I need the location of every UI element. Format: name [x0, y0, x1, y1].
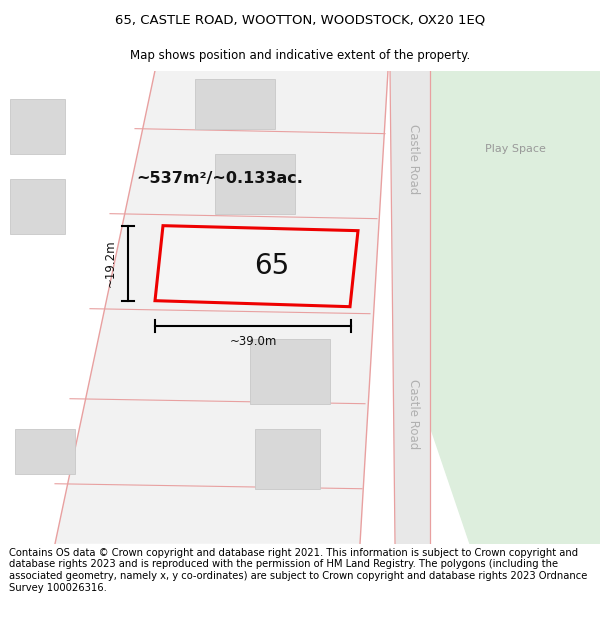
Text: Contains OS data © Crown copyright and database right 2021. This information is : Contains OS data © Crown copyright and d…	[9, 548, 587, 592]
Bar	[195, 79, 275, 129]
Text: 65: 65	[254, 252, 289, 280]
Polygon shape	[55, 71, 388, 544]
Text: Map shows position and indicative extent of the property.: Map shows position and indicative extent…	[130, 49, 470, 62]
Bar	[10, 179, 65, 234]
Polygon shape	[430, 71, 600, 544]
Bar	[250, 339, 330, 404]
Bar	[15, 429, 75, 474]
Text: Castle Road: Castle Road	[407, 124, 419, 194]
Text: Castle Road: Castle Road	[407, 379, 419, 449]
Text: ~39.0m: ~39.0m	[229, 335, 277, 348]
Text: ~537m²/~0.133ac.: ~537m²/~0.133ac.	[137, 171, 304, 186]
Bar	[10, 99, 65, 154]
Text: 65, CASTLE ROAD, WOOTTON, WOODSTOCK, OX20 1EQ: 65, CASTLE ROAD, WOOTTON, WOODSTOCK, OX2…	[115, 13, 485, 26]
Text: ~19.2m: ~19.2m	[104, 239, 116, 287]
Bar	[215, 154, 295, 214]
Polygon shape	[390, 71, 430, 544]
Polygon shape	[155, 226, 358, 307]
Text: Play Space: Play Space	[485, 144, 545, 154]
Bar	[255, 429, 320, 489]
